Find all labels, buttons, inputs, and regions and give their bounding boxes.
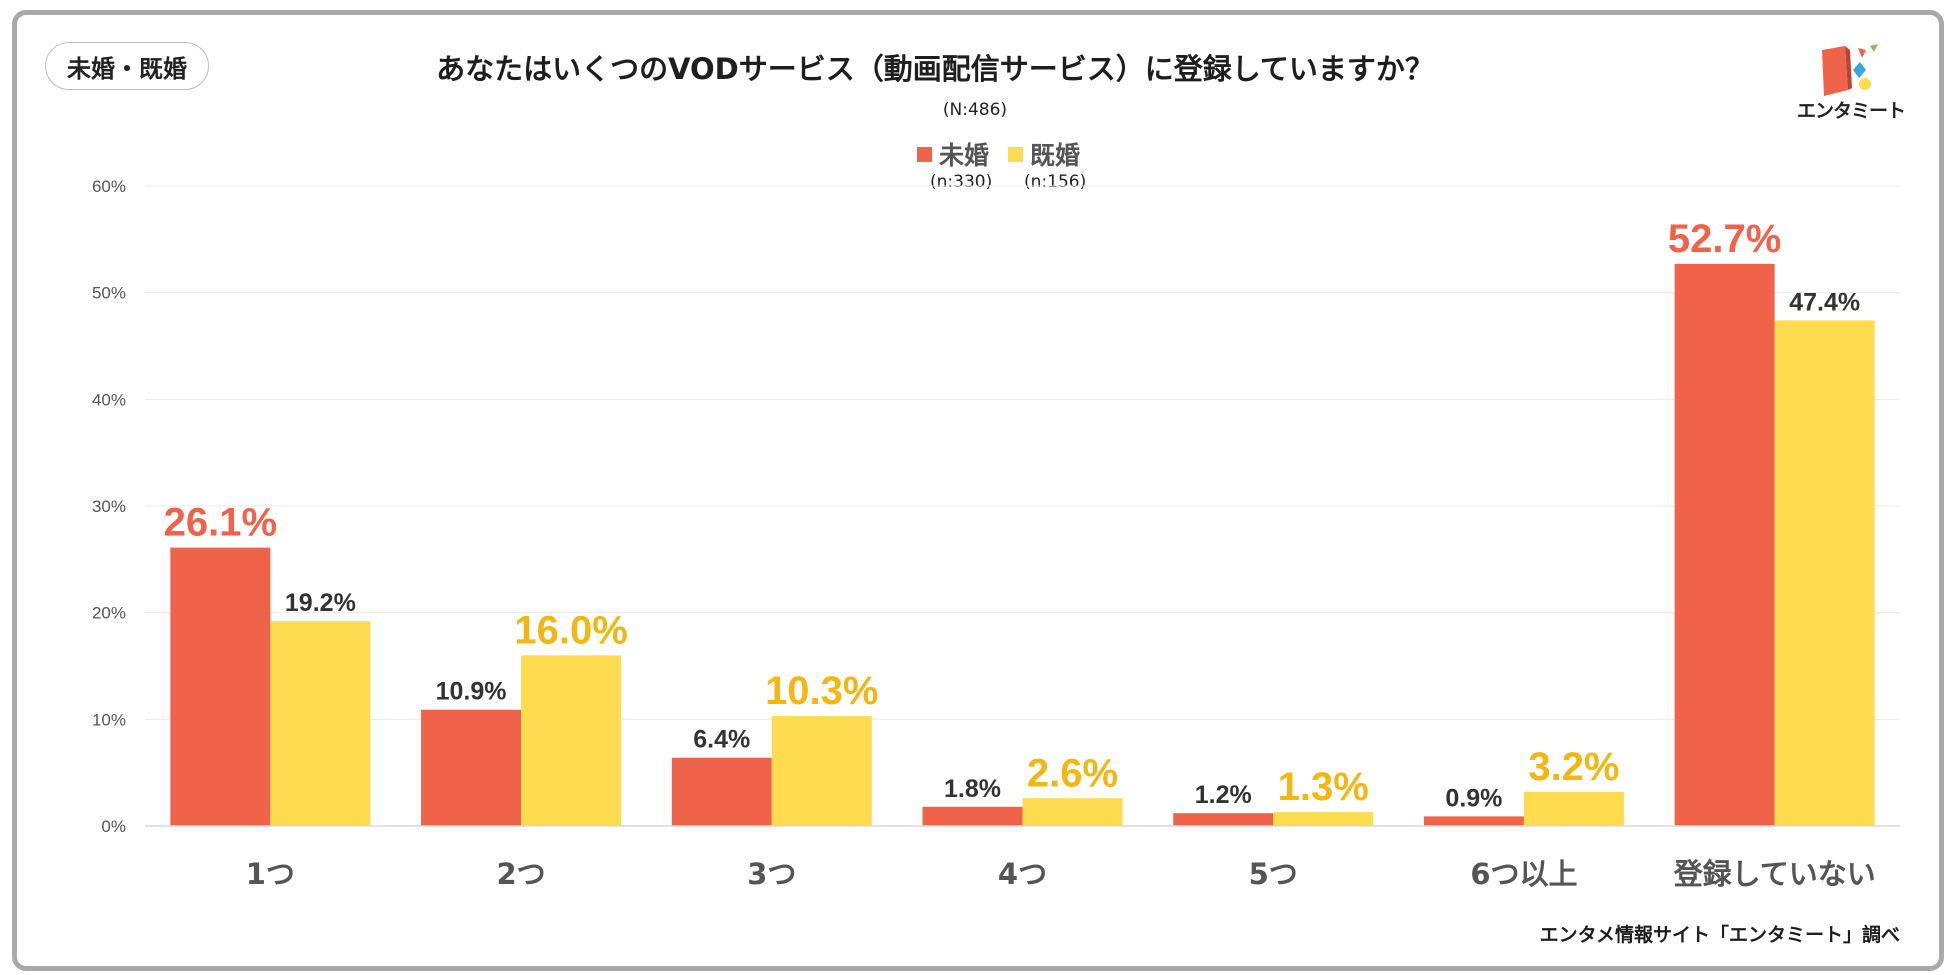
bar-married (1022, 798, 1123, 826)
source-note: エンタメ情報サイト「エンタミート」調べ (1539, 924, 1900, 946)
x-tick-label: 2つ (496, 857, 545, 891)
x-tick-label: 5つ (1249, 857, 1298, 891)
data-label: 0.9% (1445, 784, 1502, 812)
bar-married (1273, 812, 1374, 826)
x-tick-label: 6つ以上 (1470, 857, 1577, 891)
bar-unmarried (1173, 813, 1274, 826)
bar-unmarried (1423, 816, 1524, 826)
entameet-logo-icon (1822, 44, 1878, 96)
bar-unmarried (170, 547, 271, 826)
filter-tag: 未婚・既婚 (45, 42, 209, 90)
legend-n-married: (n:156) (1024, 172, 1087, 192)
y-tick-label: 10% (92, 710, 126, 729)
legend-swatch-married (1008, 146, 1023, 162)
bar-unmarried (421, 709, 522, 826)
data-label: 47.4% (1789, 288, 1860, 316)
data-label: 2.6% (1027, 751, 1118, 795)
x-tick-label: 3つ (747, 857, 796, 891)
bar-married (270, 621, 371, 826)
data-label: 3.2% (1528, 745, 1619, 789)
data-label: 52.7% (1668, 217, 1781, 261)
y-tick-label: 40% (92, 390, 126, 409)
y-tick-label: 20% (92, 604, 126, 623)
data-label: 19.2% (285, 589, 356, 617)
data-label: 6.4% (693, 726, 750, 754)
data-label: 1.8% (944, 775, 1001, 803)
legend-item-married: 既婚 (1008, 136, 1080, 172)
data-label: 1.3% (1278, 765, 1369, 809)
logo-text: エンタミート (1796, 100, 1906, 122)
legend-label-unmarried: 未婚 (939, 141, 990, 170)
legend-label-married: 既婚 (1030, 141, 1081, 170)
bar-married (1774, 320, 1875, 826)
y-tick-label: 60% (92, 177, 126, 196)
bar-unmarried (1674, 263, 1775, 826)
legend-swatch-unmarried (917, 146, 932, 162)
legend-item-unmarried: 未婚 (917, 136, 989, 172)
data-label: 16.0% (514, 608, 627, 652)
data-label: 26.1% (164, 501, 277, 545)
data-label: 10.3% (765, 669, 878, 713)
bar-unmarried (922, 806, 1023, 826)
y-tick-label: 50% (92, 284, 126, 303)
bar-married (521, 655, 622, 826)
x-tick-label: 登録していない (1673, 857, 1876, 891)
bar-unmarried (671, 757, 772, 826)
data-label: 10.9% (436, 678, 507, 706)
y-tick-label: 0% (101, 817, 126, 836)
x-tick-label: 1つ (246, 857, 295, 891)
data-label: 1.2% (1195, 781, 1252, 809)
bar-married (771, 716, 872, 826)
chart-title: あなたはいくつのVODサービス（動画配信サービス）に登録していますか？ (436, 52, 1434, 86)
y-tick-label: 30% (92, 497, 126, 516)
total-sample-size: (N:486) (942, 100, 1008, 120)
bar-married (1523, 791, 1624, 826)
x-tick-label: 4つ (998, 857, 1047, 891)
legend-n-unmarried: (n:330) (930, 172, 993, 192)
